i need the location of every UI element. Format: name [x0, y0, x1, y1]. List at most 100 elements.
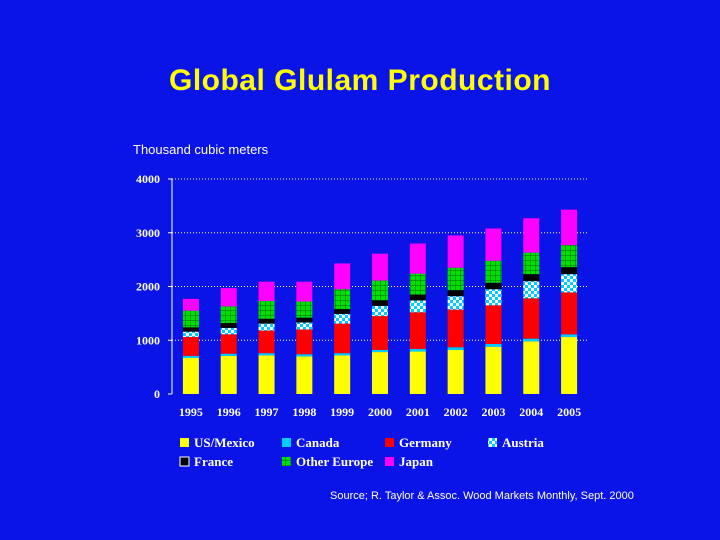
legend-label: Canada	[296, 435, 340, 450]
bar-segment	[561, 337, 578, 394]
x-tick-label: 2000	[368, 405, 392, 419]
bar-segment	[296, 356, 313, 394]
bar-segment	[561, 292, 578, 335]
legend-label: Other Europe	[296, 454, 373, 469]
bar-segment	[220, 353, 237, 356]
bar-segment	[409, 243, 426, 274]
bar-segment	[334, 353, 351, 356]
bar-segment	[258, 353, 275, 356]
legend-swatch	[385, 457, 394, 466]
bar-segment	[334, 289, 351, 310]
bar-segment	[485, 260, 502, 283]
bar-segment	[182, 327, 199, 332]
bar-segment	[182, 310, 199, 328]
legend-swatch	[179, 456, 190, 467]
y-tick-label: 3000	[136, 226, 160, 240]
x-tick-label: 2005	[557, 405, 581, 419]
bar-segment	[409, 351, 426, 394]
y-tick-label: 4000	[136, 172, 160, 186]
x-tick-label: 1996	[217, 405, 241, 419]
bar-segment	[182, 298, 199, 311]
bar-segment	[334, 263, 351, 290]
x-tick-label: 2001	[406, 405, 430, 419]
bar-segment	[447, 290, 464, 297]
y-tick-label: 0	[154, 387, 160, 401]
bar-segment	[220, 334, 237, 354]
source-note: Source; R. Taylor & Assoc. Wood Markets …	[330, 490, 634, 502]
bar-segment	[523, 341, 540, 394]
x-tick-label: 2003	[481, 405, 505, 419]
legend-label: US/Mexico	[194, 435, 255, 450]
bar-segment	[372, 349, 388, 353]
x-tick-label: 2004	[519, 405, 543, 419]
bar-segment	[372, 316, 388, 350]
x-tick-label: 1995	[179, 405, 203, 419]
chart-title: Global Glulam Production	[168, 64, 552, 97]
bar-segment	[182, 337, 199, 356]
bar-segment	[447, 309, 464, 348]
unit-label: Thousand cubic meters	[133, 142, 269, 157]
bar-segment	[561, 209, 578, 246]
legend-label: Germany	[399, 435, 452, 450]
bar-segment	[182, 357, 199, 394]
bar-segment	[485, 282, 502, 290]
x-tick-label: 2002	[444, 405, 468, 419]
bar-segment	[485, 346, 502, 394]
legend-swatch	[488, 438, 497, 447]
bar-segment	[523, 218, 540, 253]
bar-segment	[409, 273, 426, 295]
bar-segment	[296, 329, 313, 355]
legend-label: Austria	[502, 435, 544, 450]
legend-swatch	[180, 438, 189, 447]
bar-segment	[485, 305, 502, 345]
bar-segment	[258, 355, 275, 394]
bar-segment	[447, 347, 464, 350]
bar-segment	[220, 327, 237, 335]
bar-segment	[409, 348, 426, 352]
bar-segment	[296, 322, 313, 330]
bar-segment	[220, 323, 237, 328]
legend-swatch	[282, 438, 291, 447]
legend-label: Japan	[399, 454, 434, 469]
bar-segment	[447, 267, 464, 291]
bar-segment	[561, 274, 578, 293]
y-tick-label: 1000	[136, 333, 160, 347]
bar-segment	[561, 334, 578, 338]
bar-segment	[561, 267, 578, 275]
bar-segment	[372, 280, 388, 301]
bar-segment	[258, 301, 275, 319]
bar-segment	[258, 323, 275, 331]
bar-segment	[258, 330, 275, 354]
bar-segment	[258, 318, 275, 324]
bar-segment	[334, 309, 351, 314]
bar-segment	[182, 331, 199, 338]
legend-label: France	[194, 454, 233, 469]
legend-swatch	[385, 438, 394, 447]
bar-segment	[334, 323, 351, 354]
bar-segment	[296, 354, 313, 357]
bar-segment	[220, 355, 237, 394]
bar-segment	[447, 296, 464, 310]
bar-segment	[485, 289, 502, 306]
bar-segment	[523, 298, 540, 339]
y-tick-label: 2000	[136, 280, 160, 294]
bar-segment	[258, 281, 275, 302]
bar-segment	[409, 294, 426, 301]
bar-segment	[334, 313, 351, 324]
bar-segment	[523, 252, 540, 275]
bar-segment	[334, 355, 351, 394]
x-tick-label: 1999	[330, 405, 354, 419]
bar-segment	[296, 281, 313, 302]
bar-segment	[296, 301, 313, 318]
bar-segment	[523, 338, 540, 342]
bar-segment	[409, 300, 426, 313]
bar-segment	[523, 274, 540, 282]
bar-segment	[296, 317, 313, 323]
bar-segment	[485, 344, 502, 347]
bar-segment	[447, 349, 464, 394]
bar-segment	[372, 253, 388, 281]
x-tick-label: 1997	[255, 405, 279, 419]
bar-segment	[372, 352, 388, 394]
bar-segment	[409, 312, 426, 349]
